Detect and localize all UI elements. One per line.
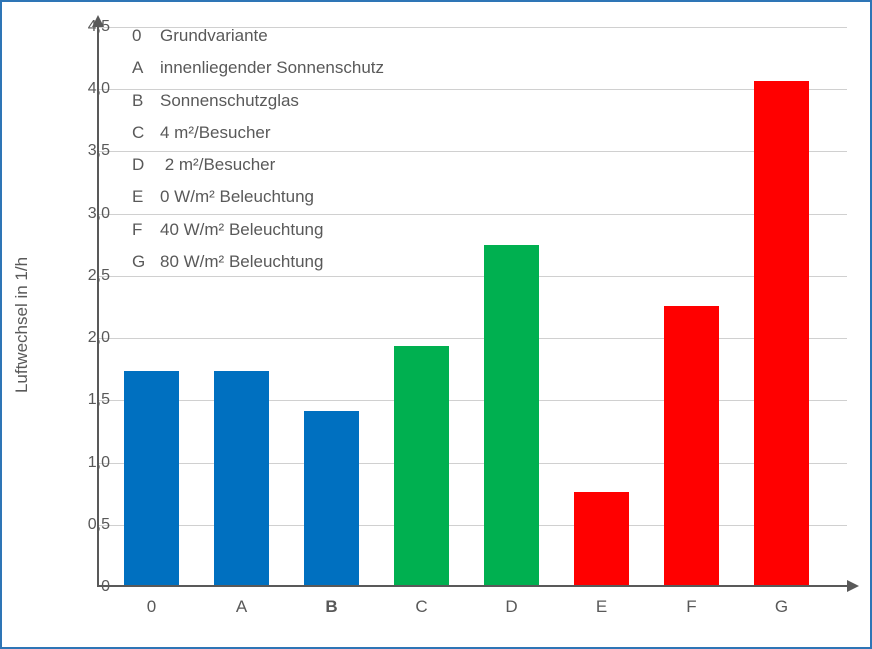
legend-text: 40 W/m² Beleuchtung [160,220,323,239]
y-tick-label: 4,0 [70,80,110,98]
gridline [99,400,847,401]
legend-key: E [132,181,160,213]
gridline [99,525,847,526]
legend-key: A [132,52,160,84]
legend-key: D [132,149,160,181]
x-label-B: B [325,597,337,617]
legend-text: Grundvariante [160,26,268,45]
y-tick-label: 2,5 [70,267,110,285]
bar-F [664,306,719,585]
bar-0 [124,371,179,585]
legend-row-C: C4 m²/Besucher [132,117,384,149]
y-tick-label: 1,5 [70,391,110,409]
x-label-G: G [775,597,788,617]
x-label-E: E [596,597,607,617]
legend-key: B [132,85,160,117]
gridline [99,463,847,464]
legend-row-E: E0 W/m² Beleuchtung [132,181,384,213]
legend-row-D: D 2 m²/Besucher [132,149,384,181]
bar-A [214,371,269,585]
y-axis-title: Luftwechsel in 1/h [12,256,32,392]
x-axis-arrow [847,580,859,592]
x-label-0: 0 [147,597,156,617]
y-tick-label: 0,5 [70,516,110,534]
x-label-F: F [686,597,696,617]
legend-text: 2 m²/Besucher [160,155,275,174]
legend-text: 80 W/m² Beleuchtung [160,252,323,271]
x-label-D: D [505,597,517,617]
y-tick-label: 4,5 [70,18,110,36]
legend-row-B: BSonnenschutzglas [132,85,384,117]
legend-text: 4 m²/Besucher [160,123,271,142]
x-axis [97,585,847,587]
y-tick-label: 1,0 [70,454,110,472]
legend-text: innenliegender Sonnenschutz [160,58,384,77]
bar-C [394,346,449,585]
legend-row-F: F40 W/m² Beleuchtung [132,214,384,246]
bar-D [484,245,539,585]
legend-text: Sonnenschutzglas [160,91,299,110]
x-label-A: A [236,597,247,617]
y-axis [97,27,99,587]
legend: 0GrundvarianteAinnenliegender Sonnenschu… [132,20,384,278]
legend-text: 0 W/m² Beleuchtung [160,187,314,206]
legend-key: 0 [132,20,160,52]
bar-E [574,492,629,585]
y-tick-label: 3,5 [70,142,110,160]
legend-row-A: Ainnenliegender Sonnenschutz [132,52,384,84]
legend-row-0: 0Grundvariante [132,20,384,52]
legend-key: G [132,246,160,278]
bar-B [304,411,359,585]
chart-frame: Luftwechsel in 1/h 0ABCDEFG 00,51,01,52,… [0,0,872,649]
bar-G [754,81,809,585]
gridline [99,338,847,339]
y-tick-label: 2,0 [70,329,110,347]
legend-key: C [132,117,160,149]
legend-row-G: G80 W/m² Beleuchtung [132,246,384,278]
x-label-C: C [415,597,427,617]
legend-key: F [132,214,160,246]
y-tick-label: 0 [70,578,110,596]
y-tick-label: 3,0 [70,205,110,223]
